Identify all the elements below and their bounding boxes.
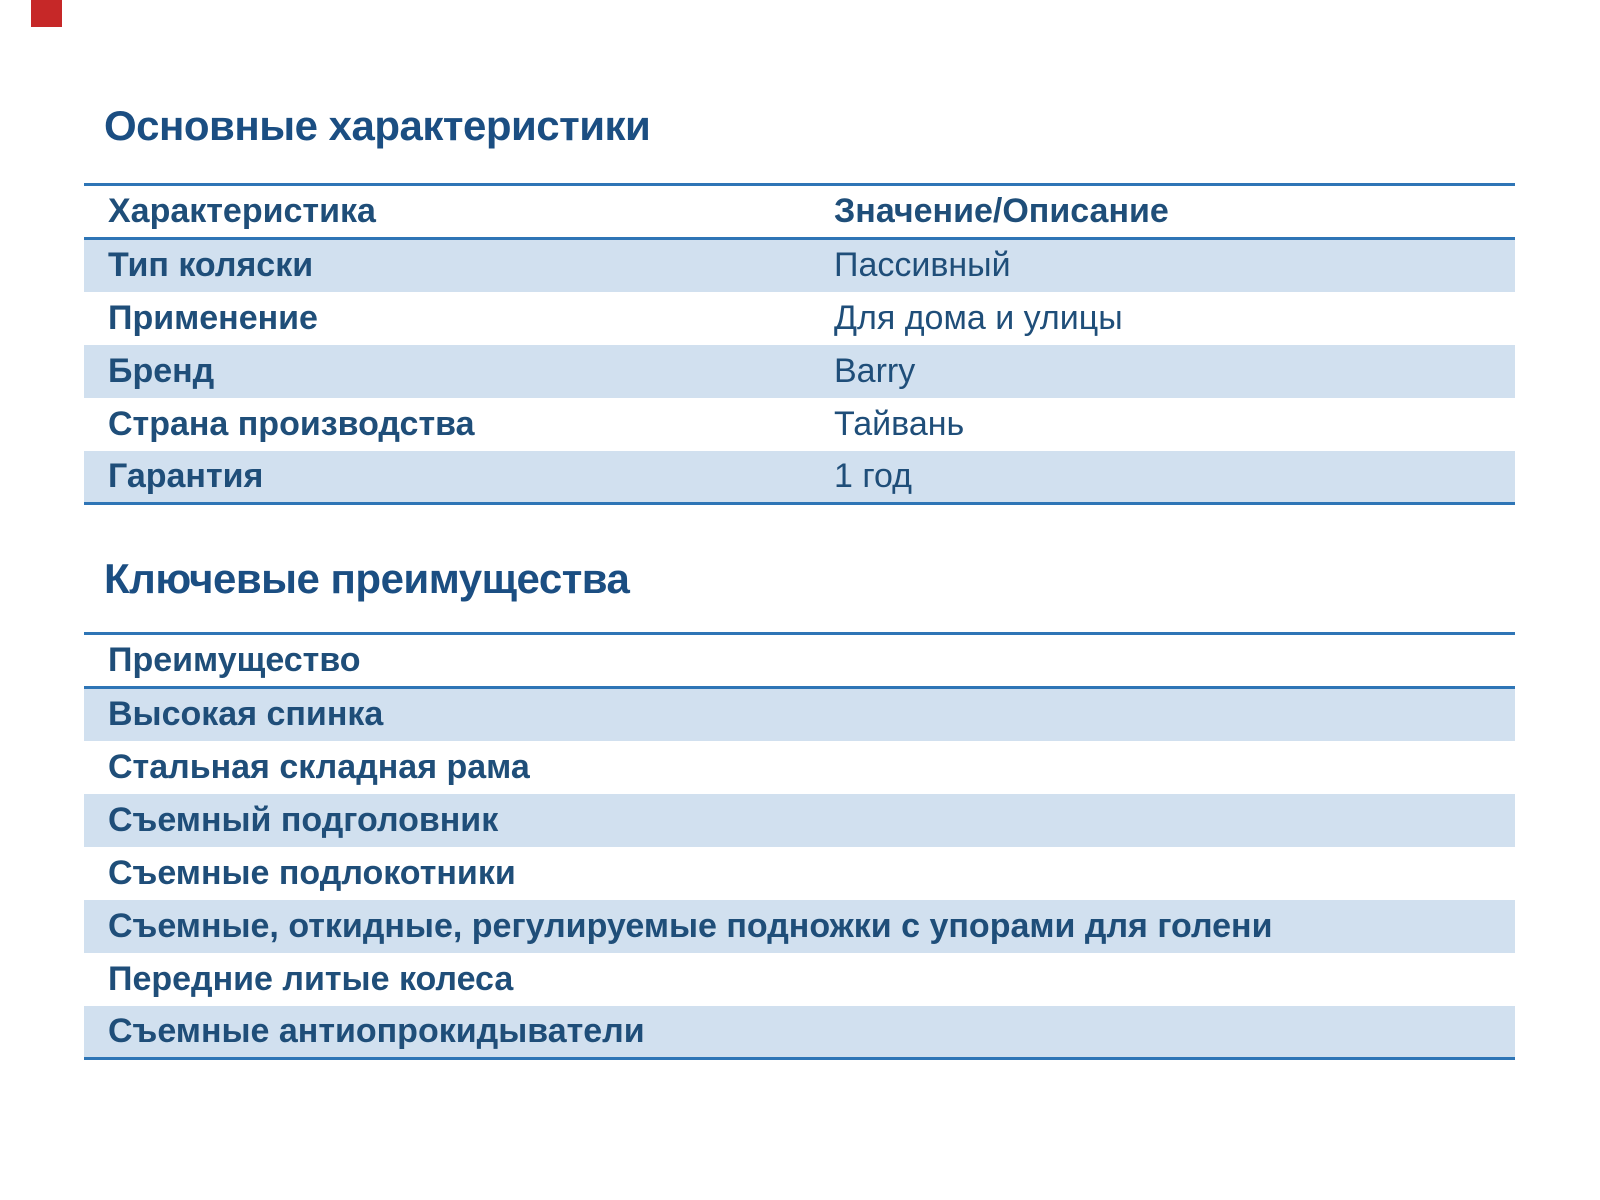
characteristic-name-cell: Бренд — [108, 351, 215, 390]
advantages-table-head: Преимущество — [84, 633, 1515, 689]
section-title-key-advantages: Ключевые преимущества — [104, 555, 630, 602]
table-row: Съемный подголовник — [84, 793, 1515, 847]
advantage-cell: Съемные подлокотники — [108, 853, 516, 892]
characteristic-value-cell: Для дома и улицы — [834, 298, 1123, 337]
advantage-cell: Съемный подголовник — [108, 800, 499, 839]
table-row: Страна производства Тайвань — [84, 398, 1515, 451]
advantage-cell: Передние литые колеса — [108, 959, 514, 998]
table-row: Высокая спинка — [84, 687, 1515, 741]
advantages-table: Преимущество Высокая спинка Стальная скл… — [84, 632, 1515, 1060]
advantage-cell: Стальная складная рама — [108, 747, 530, 786]
column-header-characteristic: Характеристика — [84, 184, 817, 240]
section-title-main-characteristics: Основные характеристики — [104, 102, 651, 149]
characteristic-name-cell: Тип коляски — [108, 246, 314, 285]
table-row: Бренд Barry — [84, 344, 1515, 398]
table-row: Стальная складная рама — [84, 741, 1515, 794]
column-header-value: Значение/Описание — [817, 184, 1515, 240]
table-row: Тип коляски Пассивный — [84, 238, 1515, 292]
red-corner-mark — [31, 0, 62, 27]
table-header-row: Преимущество — [84, 633, 1515, 689]
table-row: Съемные, откидные, регулируемые подножки… — [84, 899, 1515, 953]
characteristic-value-cell: 1 год — [834, 456, 913, 495]
characteristics-table-body: Тип коляски Пассивный Применение Для дом… — [84, 238, 1515, 504]
characteristic-value-cell: Пассивный — [834, 246, 1011, 285]
advantage-cell: Съемные, откидные, регулируемые подножки… — [108, 906, 1273, 945]
table-row: Гарантия 1 год — [84, 450, 1515, 504]
characteristics-table-head: Характеристика Значение/Описание — [84, 184, 1515, 240]
column-header-advantage: Преимущество — [84, 633, 1515, 689]
table-header-row: Характеристика Значение/Описание — [84, 184, 1515, 240]
characteristic-value-cell: Тайвань — [834, 404, 965, 443]
advantages-table-body: Высокая спинка Стальная складная рама Съ… — [84, 687, 1515, 1059]
table-row: Съемные подлокотники — [84, 847, 1515, 900]
table-row: Передние литые колеса — [84, 953, 1515, 1006]
characteristic-value-cell: Barry — [834, 351, 916, 390]
table-row: Съемные антиопрокидыватели — [84, 1005, 1515, 1059]
characteristic-name-cell: Гарантия — [108, 456, 264, 495]
advantage-cell: Съемные антиопрокидыватели — [108, 1011, 645, 1050]
characteristic-name-cell: Страна производства — [108, 404, 475, 443]
advantage-cell: Высокая спинка — [108, 695, 384, 734]
table-row: Применение Для дома и улицы — [84, 292, 1515, 345]
characteristics-table: Характеристика Значение/Описание Тип кол… — [84, 183, 1515, 505]
characteristic-name-cell: Применение — [108, 298, 318, 337]
